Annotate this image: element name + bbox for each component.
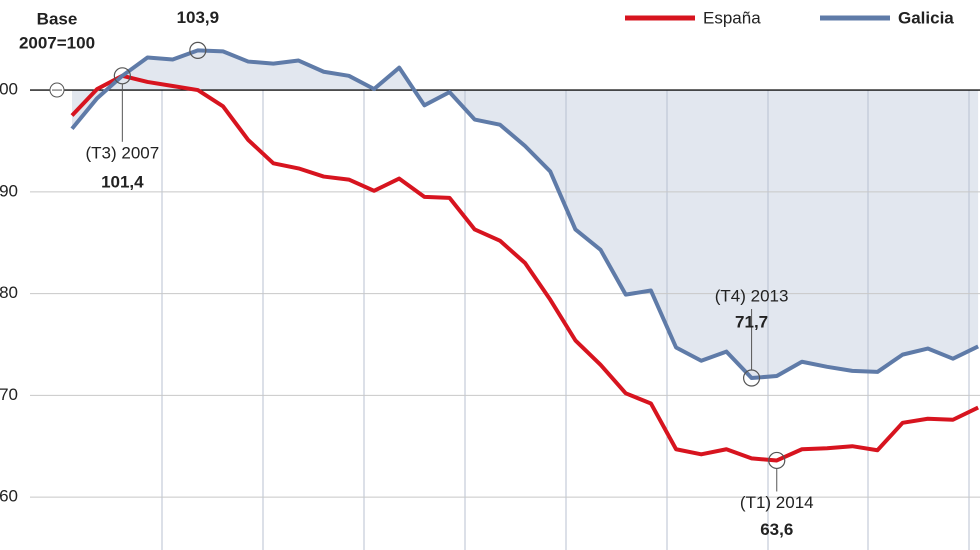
y-tick-label: 90 (0, 181, 18, 200)
y-tick-label: 80 (0, 283, 18, 302)
value-label: 103,9 (177, 8, 220, 27)
value-label: 101,4 (101, 172, 144, 191)
legend-label: Galicia (898, 8, 954, 27)
series-line (70, 73, 979, 463)
legend-label: España (703, 8, 761, 27)
y-tick-label: 60 (0, 487, 18, 506)
period-label: (T1) 2014 (740, 493, 814, 512)
base-label: 2007=100 (19, 33, 95, 52)
value-label: 71,7 (735, 313, 768, 332)
period-label: (T4) 2013 (715, 287, 789, 306)
series-line (70, 48, 979, 381)
gap-area (72, 50, 979, 379)
period-label: (T3) 2007 (85, 143, 159, 162)
y-tick-label: 100 (0, 80, 18, 99)
point-marker (189, 41, 207, 59)
y-tick-label: 70 (0, 385, 18, 404)
value-label: 63,6 (760, 520, 793, 539)
base-label: Base (37, 9, 78, 28)
